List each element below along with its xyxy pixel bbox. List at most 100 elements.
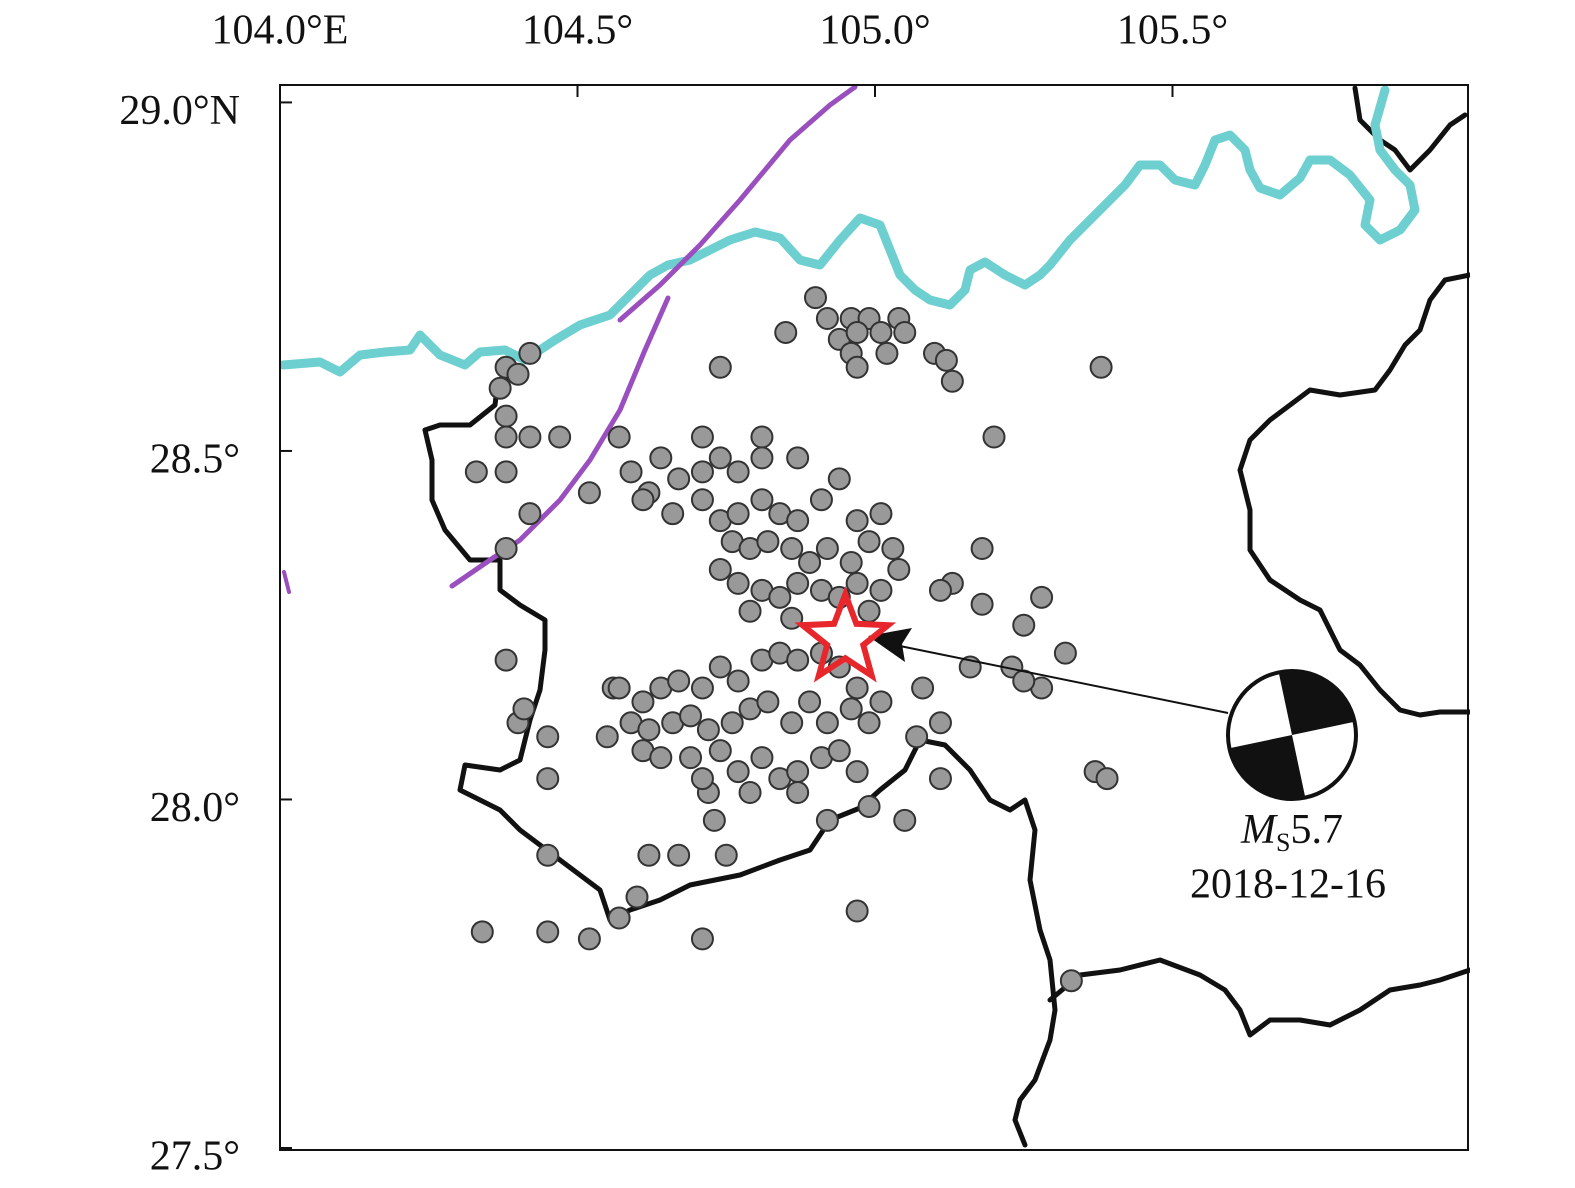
boundary bbox=[1352, 85, 1468, 173]
event bbox=[780, 537, 804, 561]
event bbox=[815, 711, 839, 735]
y-tick-label: 28.0° bbox=[150, 785, 240, 831]
y-tick-label: 28.5° bbox=[150, 437, 240, 483]
event bbox=[726, 760, 750, 784]
event bbox=[637, 718, 661, 742]
event bbox=[1095, 767, 1119, 791]
event bbox=[893, 320, 917, 344]
event bbox=[839, 697, 863, 721]
event bbox=[750, 488, 774, 512]
event bbox=[1030, 585, 1054, 609]
event bbox=[726, 502, 750, 526]
event bbox=[548, 425, 572, 449]
event bbox=[786, 760, 810, 784]
event bbox=[869, 690, 893, 714]
event bbox=[518, 502, 542, 526]
event bbox=[708, 355, 732, 379]
mag-symbol: M bbox=[1240, 807, 1278, 853]
event bbox=[738, 599, 762, 623]
magnitude-label: MS5.7 bbox=[1240, 807, 1343, 857]
event bbox=[1059, 969, 1083, 993]
event bbox=[756, 530, 780, 554]
focal-mechanism bbox=[1226, 669, 1358, 801]
event bbox=[470, 920, 494, 944]
event bbox=[464, 460, 488, 484]
event bbox=[631, 488, 655, 512]
axes: 104.0°E 104.5° 105.0° 105.5° 29.0°N 28.5° 28.0… bbox=[119, 8, 1228, 1180]
event bbox=[798, 550, 822, 574]
event bbox=[786, 446, 810, 470]
event bbox=[928, 767, 952, 791]
event bbox=[768, 585, 792, 609]
magnitude: 5.7 bbox=[1290, 807, 1343, 853]
event bbox=[702, 808, 726, 832]
event bbox=[536, 725, 560, 749]
leader-arrow bbox=[868, 628, 912, 662]
event bbox=[827, 739, 851, 763]
event bbox=[815, 808, 839, 832]
event bbox=[667, 669, 691, 693]
event bbox=[494, 460, 518, 484]
event-date: 2018-12-16 bbox=[1190, 862, 1386, 908]
event bbox=[857, 794, 881, 818]
mag-subscript: S bbox=[1276, 828, 1290, 857]
event bbox=[857, 711, 881, 735]
event bbox=[494, 404, 518, 428]
event bbox=[607, 676, 631, 700]
event bbox=[494, 425, 518, 449]
event bbox=[661, 502, 685, 526]
event bbox=[804, 286, 827, 310]
event bbox=[940, 369, 964, 393]
event bbox=[845, 571, 869, 595]
leader-line bbox=[894, 644, 1229, 714]
event bbox=[756, 690, 780, 714]
event bbox=[798, 690, 822, 714]
event bbox=[708, 655, 732, 679]
event bbox=[839, 550, 863, 574]
event bbox=[786, 509, 810, 533]
event bbox=[750, 425, 774, 449]
x-tick-label: 105.0° bbox=[819, 8, 930, 54]
event bbox=[774, 320, 798, 344]
event bbox=[881, 537, 905, 561]
event bbox=[720, 711, 744, 735]
fault bbox=[449, 295, 671, 589]
event bbox=[845, 320, 869, 344]
event bbox=[494, 537, 518, 561]
event bbox=[518, 341, 542, 365]
event bbox=[815, 307, 839, 331]
event bbox=[1012, 613, 1036, 637]
event bbox=[679, 746, 703, 770]
events-layer bbox=[464, 286, 1119, 993]
event bbox=[536, 920, 560, 944]
event bbox=[708, 446, 732, 470]
event bbox=[934, 348, 958, 372]
event bbox=[786, 571, 810, 595]
event bbox=[595, 725, 619, 749]
mainshock bbox=[794, 585, 897, 683]
boundary bbox=[1237, 272, 1470, 718]
event bbox=[857, 530, 881, 554]
event bbox=[714, 843, 738, 867]
event bbox=[786, 648, 810, 672]
event bbox=[607, 906, 631, 930]
event bbox=[982, 425, 1006, 449]
event bbox=[667, 843, 691, 867]
event bbox=[869, 502, 893, 526]
event bbox=[827, 467, 851, 491]
x-tick-label: 104.0°E bbox=[212, 8, 349, 54]
event bbox=[679, 704, 703, 728]
event bbox=[857, 599, 881, 623]
event bbox=[845, 676, 869, 700]
event bbox=[845, 355, 869, 379]
event bbox=[970, 537, 994, 561]
event bbox=[869, 578, 893, 602]
event bbox=[631, 690, 655, 714]
event bbox=[577, 481, 601, 505]
event bbox=[536, 767, 560, 791]
event bbox=[708, 739, 732, 763]
beachball-quadrant bbox=[1229, 735, 1306, 799]
event bbox=[690, 767, 714, 791]
boundary bbox=[1047, 957, 1470, 1038]
